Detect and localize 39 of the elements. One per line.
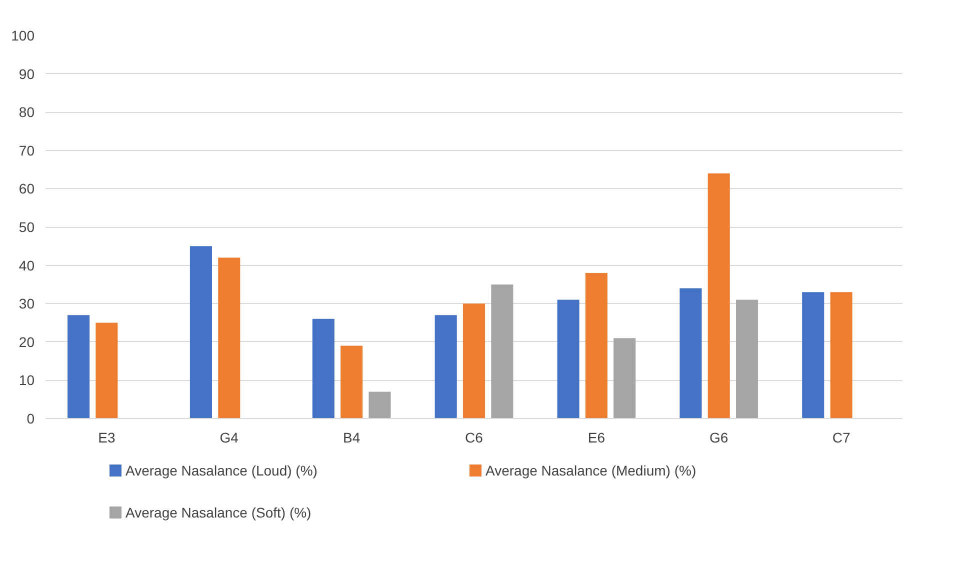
bar xyxy=(557,300,580,418)
y-tick-label: 40 xyxy=(18,257,35,274)
bar xyxy=(462,304,486,418)
y-tick-label: 100 xyxy=(11,28,35,44)
y-tick-label: 10 xyxy=(18,372,35,388)
bar xyxy=(368,392,391,418)
bar xyxy=(218,258,240,418)
bar xyxy=(736,300,758,418)
bar xyxy=(802,292,824,418)
legend-label: Average Nasalance (Soft) (%) xyxy=(126,504,312,520)
bar xyxy=(614,338,636,418)
y-tick-label: 90 xyxy=(18,66,35,82)
x-tick-label: B4 xyxy=(343,430,360,446)
y-tick-label: 80 xyxy=(18,104,35,120)
bar xyxy=(190,246,212,418)
bar xyxy=(830,292,852,418)
bar xyxy=(491,284,514,418)
x-tick-label: C7 xyxy=(832,430,850,446)
y-tick-label: 60 xyxy=(18,180,35,197)
bar xyxy=(312,318,334,418)
legend-label: Average Nasalance (Medium) (%) xyxy=(486,462,696,478)
bar xyxy=(96,322,118,418)
bar xyxy=(680,288,702,418)
bar xyxy=(585,272,608,418)
y-tick-label: 50 xyxy=(18,219,35,235)
x-tick-label: C6 xyxy=(465,430,484,446)
bar xyxy=(68,315,90,418)
bar xyxy=(434,315,457,418)
legend-label: Average Nasalance (Loud) (%) xyxy=(126,462,318,478)
bar xyxy=(340,346,363,418)
bar xyxy=(708,173,730,418)
y-tick-label: 30 xyxy=(18,296,35,312)
y-tick-label: 20 xyxy=(18,334,35,350)
x-tick-label: G6 xyxy=(710,430,728,446)
x-tick-label: E3 xyxy=(98,430,116,446)
y-tick-label: 0 xyxy=(26,410,35,426)
x-tick-label: G4 xyxy=(220,430,239,446)
y-tick-label: 70 xyxy=(18,142,35,158)
x-tick-label: E6 xyxy=(588,430,606,446)
